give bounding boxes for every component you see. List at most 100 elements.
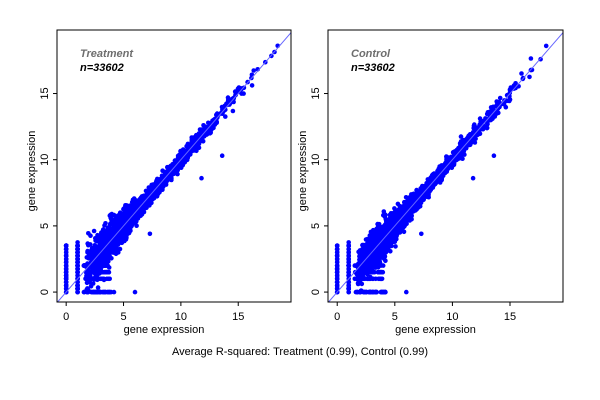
data-point bbox=[154, 189, 160, 194]
data-point bbox=[367, 263, 372, 268]
y-tick-label: 0 bbox=[39, 289, 51, 295]
data-point bbox=[199, 175, 204, 181]
data-point bbox=[372, 254, 378, 260]
data-point bbox=[511, 83, 517, 88]
data-point bbox=[116, 224, 121, 230]
data-point bbox=[174, 165, 180, 171]
data-point bbox=[346, 286, 352, 292]
data-point bbox=[403, 195, 409, 200]
data-point bbox=[88, 284, 94, 289]
data-points bbox=[63, 43, 281, 295]
data-point bbox=[230, 108, 236, 114]
data-point bbox=[97, 289, 103, 295]
data-point bbox=[377, 232, 382, 237]
data-point bbox=[104, 269, 109, 275]
data-point bbox=[92, 275, 98, 281]
data-point bbox=[458, 139, 464, 144]
data-point bbox=[241, 91, 246, 96]
data-point bbox=[89, 245, 95, 251]
data-point bbox=[176, 154, 181, 160]
data-point bbox=[370, 227, 376, 233]
data-point bbox=[185, 141, 191, 147]
data-point bbox=[361, 276, 366, 282]
data-point bbox=[75, 273, 80, 278]
data-point bbox=[125, 211, 130, 216]
data-point bbox=[113, 240, 118, 245]
data-point bbox=[373, 289, 378, 295]
data-point bbox=[485, 121, 490, 127]
data-point bbox=[93, 244, 98, 250]
data-point bbox=[63, 269, 69, 275]
data-point bbox=[428, 185, 434, 190]
data-point bbox=[105, 263, 110, 268]
data-point bbox=[99, 249, 105, 255]
x-tick-label: 10 bbox=[175, 311, 187, 323]
data-point bbox=[528, 56, 534, 61]
data-point bbox=[99, 258, 105, 264]
data-point bbox=[95, 285, 101, 290]
data-point bbox=[107, 234, 112, 239]
data-point bbox=[63, 279, 69, 285]
y-tick-label: 10 bbox=[39, 154, 51, 166]
data-point bbox=[346, 260, 352, 265]
data-point bbox=[130, 214, 135, 220]
data-point bbox=[63, 273, 69, 278]
data-point bbox=[334, 256, 340, 262]
data-point bbox=[124, 205, 130, 211]
panel-title: Treatment bbox=[80, 48, 134, 60]
data-point bbox=[119, 219, 124, 224]
data-point bbox=[63, 256, 69, 262]
data-point bbox=[91, 250, 97, 256]
data-point bbox=[334, 266, 340, 272]
data-point bbox=[118, 210, 123, 216]
data-point bbox=[136, 203, 141, 208]
data-point bbox=[395, 201, 401, 207]
data-point bbox=[106, 276, 111, 282]
data-point bbox=[109, 213, 115, 218]
data-point bbox=[75, 269, 80, 275]
data-point bbox=[63, 246, 69, 252]
data-point bbox=[164, 169, 170, 175]
data-point bbox=[125, 216, 131, 222]
data-point bbox=[163, 176, 169, 181]
data-point bbox=[147, 231, 153, 237]
data-point bbox=[130, 203, 136, 209]
data-point bbox=[504, 92, 510, 98]
data-point bbox=[477, 116, 483, 121]
data-point bbox=[400, 208, 406, 213]
data-point bbox=[75, 263, 80, 268]
data-point bbox=[527, 74, 532, 80]
data-point bbox=[115, 247, 121, 253]
data-point bbox=[97, 269, 103, 275]
data-point bbox=[152, 185, 158, 191]
identity-line bbox=[57, 31, 291, 302]
data-point bbox=[166, 164, 172, 170]
data-point bbox=[501, 102, 507, 107]
data-point bbox=[376, 221, 382, 227]
data-point bbox=[334, 260, 340, 265]
data-point bbox=[346, 250, 352, 255]
data-point bbox=[85, 276, 90, 282]
data-point bbox=[346, 246, 352, 252]
data-point bbox=[75, 256, 80, 262]
data-point bbox=[75, 289, 80, 295]
data-point bbox=[219, 153, 225, 158]
data-point bbox=[75, 253, 80, 258]
data-point bbox=[334, 286, 340, 292]
data-point bbox=[129, 199, 135, 205]
data-point bbox=[507, 98, 512, 104]
data-point bbox=[90, 258, 95, 263]
data-point bbox=[126, 224, 132, 230]
data-point bbox=[155, 176, 160, 182]
data-point bbox=[371, 237, 376, 243]
data-point bbox=[490, 105, 496, 111]
data-point bbox=[86, 255, 92, 260]
data-point bbox=[236, 89, 241, 94]
data-point bbox=[101, 277, 107, 283]
x-tick-label: 0 bbox=[63, 311, 69, 323]
data-point bbox=[86, 242, 91, 248]
data-point bbox=[152, 193, 157, 199]
data-point bbox=[334, 273, 340, 278]
data-point bbox=[334, 283, 340, 288]
